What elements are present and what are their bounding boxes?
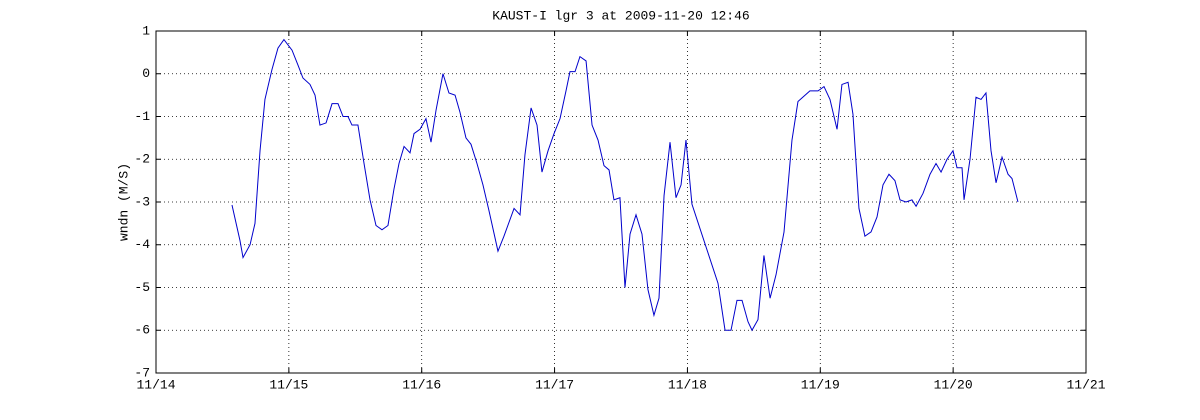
y-tick-label: 1: [142, 23, 150, 38]
data-line: [231, 38, 1019, 332]
y-tick-label: -1: [134, 109, 150, 124]
x-tick-label: 11/14: [136, 377, 175, 392]
x-tick-label: 11/18: [668, 377, 707, 392]
y-tick-label: -5: [134, 280, 150, 295]
y-tick-label: -6: [134, 323, 150, 338]
y-axis-label: wndn (M/S): [116, 163, 131, 241]
y-tick-label: -7: [134, 365, 150, 380]
y-tick-label: -4: [134, 237, 150, 252]
x-tick-label: 11/21: [1066, 377, 1105, 392]
x-tick-label: 11/20: [934, 377, 973, 392]
x-tick-label: 11/15: [269, 377, 308, 392]
y-tick-label: -2: [134, 152, 150, 167]
chart-title: KAUST-I lgr 3 at 2009-11-20 12:46: [492, 8, 749, 23]
y-tick-label: -3: [134, 194, 150, 209]
x-tick-label: 11/19: [801, 377, 840, 392]
y-tick-label: 0: [142, 66, 150, 81]
x-tick-label: 11/17: [535, 377, 574, 392]
plot-frame: [155, 30, 1087, 374]
x-tick-label: 11/16: [402, 377, 441, 392]
